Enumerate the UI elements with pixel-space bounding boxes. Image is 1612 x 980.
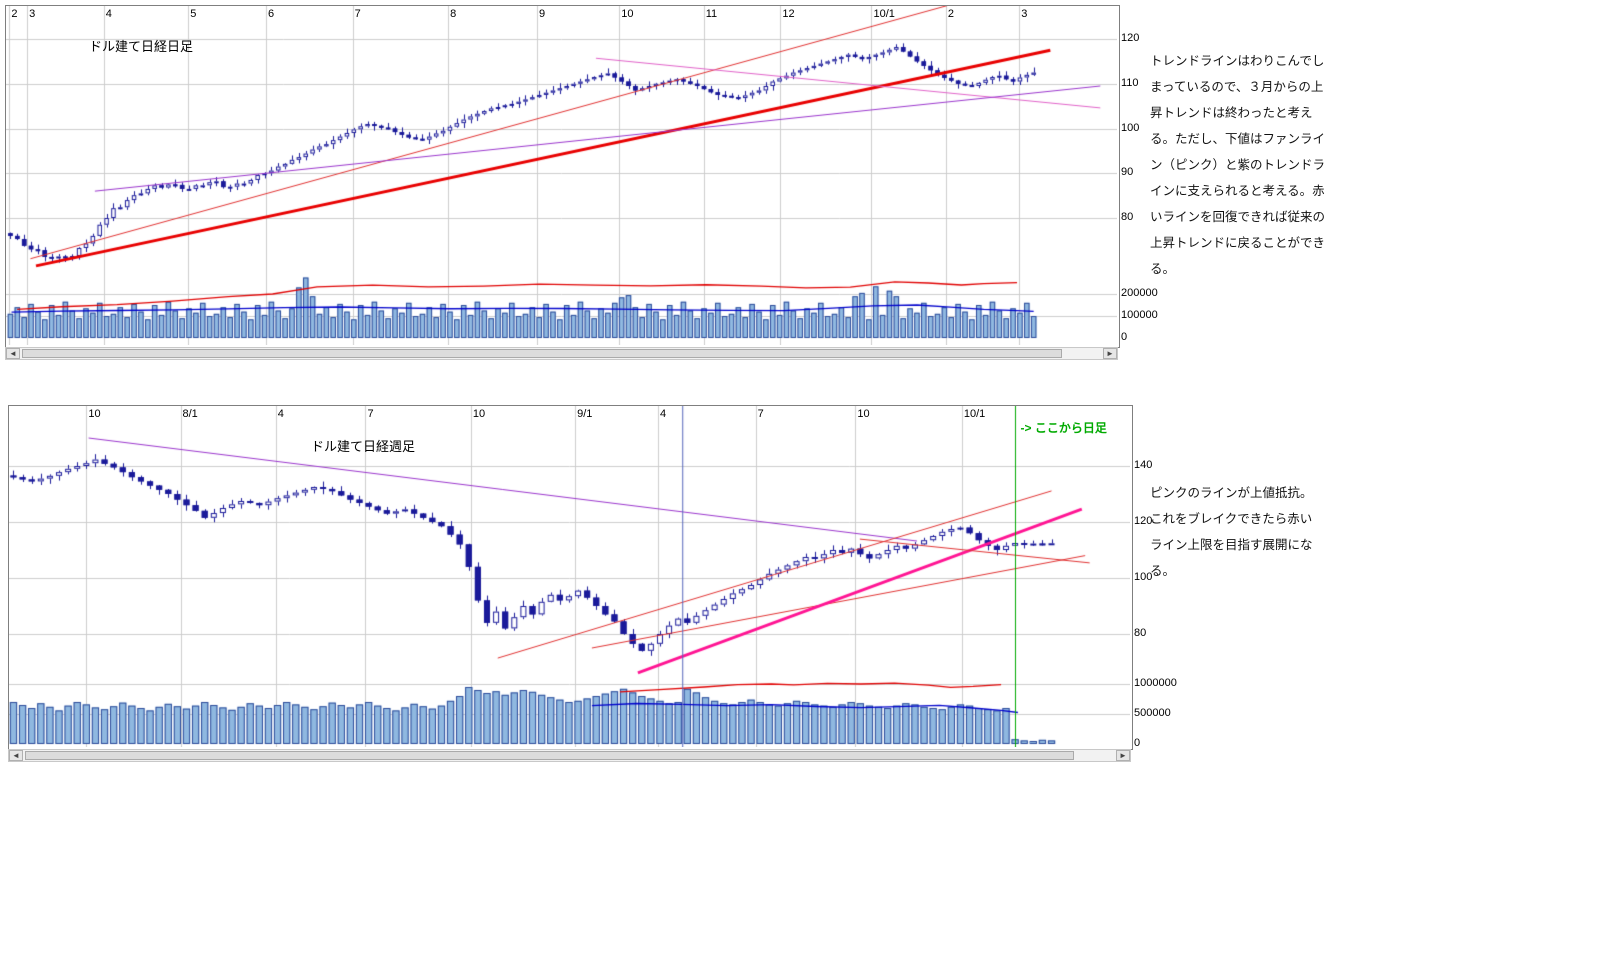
scroll-right-button[interactable]: ► xyxy=(1116,750,1130,761)
x-axis-label: 3 xyxy=(29,8,36,20)
volume-axis-label: 200000 xyxy=(1121,287,1158,299)
x-axis-label: 10 xyxy=(88,408,101,420)
y-axis-label: 100 xyxy=(1121,121,1140,134)
daily-chart-title: ドル建て日経日足 xyxy=(89,39,194,54)
x-axis-label: 9 xyxy=(539,8,546,20)
volume-axis-label: 0 xyxy=(1121,331,1128,343)
y-axis-label: 120 xyxy=(1121,32,1140,44)
x-axis-label: 4 xyxy=(660,408,667,420)
volume-axis-label: 100000 xyxy=(1121,309,1158,321)
volume-axis-label: 0 xyxy=(1134,737,1141,749)
y-axis-label: 80 xyxy=(1121,211,1134,223)
daily-chart-panel: ドル建て日経日足 2 3 4 5 6 7 8 9 10 11 12 10/1 2 3 120 110 100 90… xyxy=(5,5,1158,348)
daily-chart-canvas xyxy=(6,6,1117,345)
scroll-left-button[interactable]: ◄ xyxy=(6,348,20,359)
scrollbar-track[interactable] xyxy=(23,750,1116,761)
x-axis-label: 4 xyxy=(105,8,112,20)
y-axis-label: 120 xyxy=(1134,515,1153,527)
weekly-chart-title: ドル建て日経週足 xyxy=(311,439,416,454)
event-label: -> ここから日足 xyxy=(1020,421,1107,435)
x-axis-label: 7 xyxy=(757,408,764,420)
volume-axis-label: 500000 xyxy=(1134,707,1171,719)
x-axis-label: 9/1 xyxy=(577,408,593,420)
x-axis-label: 10/1 xyxy=(963,408,986,420)
scrollbar-thumb[interactable] xyxy=(22,349,1062,358)
x-axis-label: 11 xyxy=(705,8,718,20)
x-axis-label: 7 xyxy=(354,8,361,20)
scrollbar-track[interactable] xyxy=(20,348,1103,359)
x-axis-label: 5 xyxy=(190,8,197,20)
daily-annotation: トレンドラインはわりこんでしまっているので、３月からの上昇トレンドは終わったと考… xyxy=(1150,54,1326,276)
scroll-left-button[interactable]: ◄ xyxy=(9,750,23,761)
y-axis-label: 100 xyxy=(1134,571,1153,583)
x-axis-label: 10/1 xyxy=(873,8,895,20)
x-axis-label: 10 xyxy=(621,8,634,20)
x-axis-label: 12 xyxy=(782,8,795,20)
daily-chart-scrollbar[interactable]: ◄ ► xyxy=(5,347,1118,360)
y-axis-label: 90 xyxy=(1121,166,1134,179)
weekly-chart-scrollbar[interactable]: ◄ ► xyxy=(8,749,1131,762)
x-axis-label: 2 xyxy=(11,8,18,20)
y-axis-label: 140 xyxy=(1134,459,1153,471)
x-axis-label: 7 xyxy=(367,408,374,420)
x-axis-label: 10 xyxy=(857,408,870,420)
x-axis-label: 10 xyxy=(472,408,486,420)
x-axis-label: 8/1 xyxy=(182,408,198,420)
weekly-chart-canvas xyxy=(9,406,1130,747)
weekly-annotation: ピンクのラインが上値抵抗。これをブレイクできたら赤いライン上限を目指す展開になる… xyxy=(1150,486,1313,578)
weekly-chart-panel: ドル建て日経週足 -> ここから日足 10 8/1 4 7 10 9/1 4 7 10 10/1 14… xyxy=(8,405,1177,750)
scroll-right-button[interactable]: ► xyxy=(1103,348,1117,359)
volume-axis-label: 1000000 xyxy=(1134,677,1177,689)
x-axis-label: 8 xyxy=(450,8,457,20)
scrollbar-thumb[interactable] xyxy=(25,751,1075,760)
y-axis-label: 80 xyxy=(1134,627,1147,639)
x-axis-label: 2 xyxy=(947,8,955,20)
x-axis-label: 6 xyxy=(267,8,275,20)
x-axis-label: 4 xyxy=(277,408,284,420)
x-axis-label: 3 xyxy=(1021,8,1028,20)
y-axis-label: 110 xyxy=(1121,76,1139,89)
